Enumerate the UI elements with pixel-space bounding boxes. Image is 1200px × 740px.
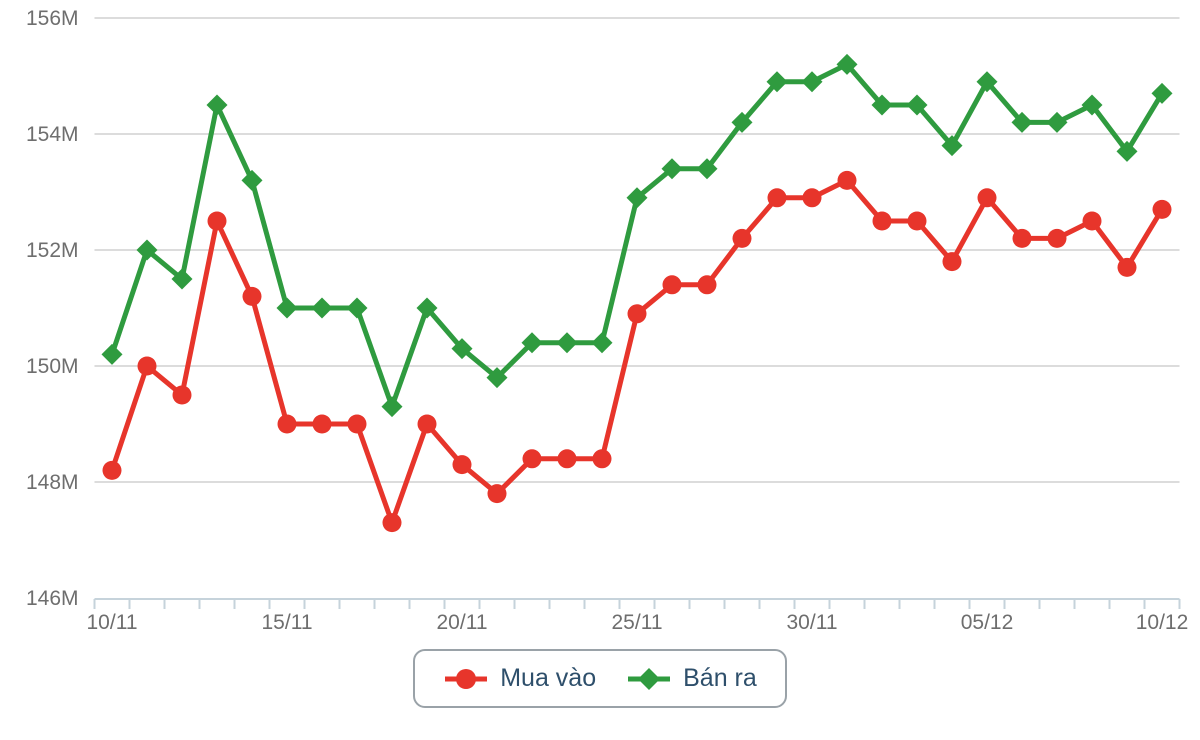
data-point-ban-ra <box>416 297 438 319</box>
data-point-ban-ra <box>836 53 858 75</box>
data-point-mua-vao <box>137 356 157 376</box>
data-point-ban-ra <box>206 94 228 116</box>
data-point-ban-ra <box>1081 94 1103 116</box>
data-point-mua-vao <box>872 211 892 231</box>
y-axis-label: 154M <box>26 123 79 146</box>
x-axis-label: 10/12 <box>1136 611 1189 634</box>
legend-label-mua-vao: Mua vào <box>500 664 597 692</box>
data-point-mua-vao <box>1152 199 1172 219</box>
data-point-mua-vao <box>1047 228 1067 248</box>
data-point-ban-ra <box>976 71 998 93</box>
data-point-mua-vao <box>627 304 647 324</box>
data-point-ban-ra <box>136 239 158 261</box>
chart-legend: Mua vào Bán ra <box>0 649 1200 708</box>
x-axis-label: 05/12 <box>961 611 1014 634</box>
data-point-mua-vao <box>592 449 612 469</box>
data-point-mua-vao <box>662 275 682 295</box>
data-point-ban-ra <box>381 396 403 418</box>
data-point-mua-vao <box>487 484 507 504</box>
data-point-mua-vao <box>942 252 962 272</box>
x-axis-label: 20/11 <box>437 611 488 634</box>
series-line-mua-vao <box>109 177 1165 526</box>
data-point-ban-ra <box>591 332 613 354</box>
data-point-mua-vao <box>977 188 997 208</box>
data-point-ban-ra <box>1011 111 1033 133</box>
data-point-mua-vao <box>837 170 857 190</box>
data-point-ban-ra <box>346 297 368 319</box>
data-point-mua-vao <box>557 449 577 469</box>
x-axis-label: 25/11 <box>612 611 663 634</box>
data-point-ban-ra <box>626 187 648 209</box>
data-point-mua-vao <box>417 414 437 434</box>
y-axis-label: 156M <box>26 7 79 30</box>
legend-item-ban-ra[interactable]: Bán ra <box>626 664 757 693</box>
data-point-ban-ra <box>906 94 928 116</box>
data-point-mua-vao <box>1117 257 1137 277</box>
data-point-ban-ra <box>1046 111 1068 133</box>
data-point-ban-ra <box>556 332 578 354</box>
data-point-mua-vao <box>312 414 332 434</box>
legend-diamond-marker <box>638 667 661 690</box>
data-point-mua-vao <box>732 228 752 248</box>
data-point-ban-ra <box>871 94 893 116</box>
data-point-mua-vao <box>207 211 227 231</box>
data-point-ban-ra <box>1116 140 1138 162</box>
legend-item-mua-vao[interactable]: Mua vào <box>443 664 596 693</box>
y-axis-label: 146M <box>26 587 79 610</box>
data-point-ban-ra <box>766 71 788 93</box>
data-point-ban-ra <box>101 343 123 365</box>
data-point-ban-ra <box>801 71 823 93</box>
data-point-ban-ra <box>311 297 333 319</box>
x-axis-label: 30/11 <box>787 611 838 634</box>
data-point-ban-ra <box>731 111 753 133</box>
legend-box: Mua vào Bán ra <box>413 649 787 708</box>
y-axis-label: 150M <box>26 355 79 378</box>
mua-vao-line-circle-icon <box>445 668 488 689</box>
x-axis-label: 10/11 <box>87 611 138 634</box>
data-point-mua-vao <box>697 275 717 295</box>
data-point-ban-ra <box>486 367 508 389</box>
data-point-mua-vao <box>382 513 402 533</box>
data-point-mua-vao <box>767 188 787 208</box>
y-axis-label: 148M <box>26 471 79 494</box>
data-point-mua-vao <box>242 286 262 306</box>
data-point-ban-ra <box>521 332 543 354</box>
data-point-mua-vao <box>907 211 927 231</box>
data-point-ban-ra <box>241 169 263 191</box>
ban-ra-line-diamond-icon <box>628 667 671 690</box>
data-point-ban-ra <box>696 158 718 180</box>
legend-label-ban-ra: Bán ra <box>683 664 757 692</box>
data-point-ban-ra <box>941 135 963 157</box>
data-point-ban-ra <box>1151 82 1173 104</box>
data-point-ban-ra <box>276 297 298 319</box>
legend-circle-marker <box>456 668 477 689</box>
y-axis-label: 152M <box>26 239 79 262</box>
data-point-mua-vao <box>1082 211 1102 231</box>
data-point-mua-vao <box>172 385 192 405</box>
price-chart: 146M 148M 150M 152M 154M 156M 10/11 15/11 20/11 2… <box>26 7 1189 634</box>
data-point-ban-ra <box>171 268 193 290</box>
data-point-mua-vao <box>347 414 367 434</box>
data-point-mua-vao <box>102 460 122 480</box>
x-axis-label: 15/11 <box>262 611 313 634</box>
data-point-ban-ra <box>451 338 473 360</box>
data-point-mua-vao <box>1012 228 1032 248</box>
data-point-ban-ra <box>661 158 683 180</box>
data-point-mua-vao <box>452 455 472 475</box>
data-point-mua-vao <box>522 449 542 469</box>
data-point-mua-vao <box>802 188 822 208</box>
data-point-mua-vao <box>277 414 297 434</box>
